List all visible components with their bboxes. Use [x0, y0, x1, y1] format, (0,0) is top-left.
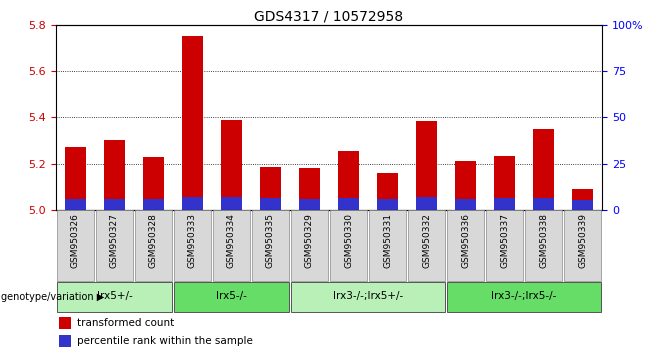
Text: lrx5+/-: lrx5+/- — [97, 291, 132, 301]
Text: GSM950334: GSM950334 — [227, 213, 236, 268]
Text: GSM950339: GSM950339 — [578, 213, 587, 268]
Bar — [64, 147, 86, 210]
Bar — [338, 151, 359, 210]
Bar — [59, 317, 71, 329]
Text: GSM950326: GSM950326 — [71, 213, 80, 268]
Text: GSM950336: GSM950336 — [461, 213, 470, 268]
Bar — [486, 210, 523, 281]
Bar — [455, 161, 476, 210]
Bar — [104, 199, 125, 210]
Bar — [494, 198, 515, 210]
Text: GSM950329: GSM950329 — [305, 213, 314, 268]
Text: lrx5-/-: lrx5-/- — [216, 291, 247, 301]
Bar — [182, 197, 203, 210]
Bar — [447, 210, 484, 281]
Bar — [213, 210, 250, 281]
Bar — [174, 210, 211, 281]
Bar — [572, 200, 594, 210]
Bar — [182, 36, 203, 210]
Bar — [104, 141, 125, 210]
Text: GSM950338: GSM950338 — [539, 213, 548, 268]
Bar — [416, 197, 438, 210]
Text: lrx3-/-;lrx5-/-: lrx3-/-;lrx5-/- — [492, 291, 557, 301]
Bar — [338, 198, 359, 210]
Bar — [533, 129, 554, 210]
Bar — [408, 210, 445, 281]
Bar — [57, 210, 94, 281]
Bar — [220, 197, 242, 210]
Bar — [174, 282, 289, 312]
Bar — [220, 120, 242, 210]
Text: transformed count: transformed count — [77, 318, 174, 328]
Bar — [260, 198, 281, 210]
Text: lrx3-/-;lrx5+/-: lrx3-/-;lrx5+/- — [333, 291, 403, 301]
Bar — [291, 282, 445, 312]
Bar — [564, 210, 601, 281]
Bar — [96, 210, 133, 281]
Text: GSM950333: GSM950333 — [188, 213, 197, 268]
Bar — [260, 167, 281, 210]
Bar — [572, 189, 594, 210]
Bar — [447, 282, 601, 312]
Bar — [525, 210, 562, 281]
Bar — [57, 282, 172, 312]
Text: GSM950332: GSM950332 — [422, 213, 431, 268]
Text: GSM950337: GSM950337 — [500, 213, 509, 268]
Text: GSM950331: GSM950331 — [383, 213, 392, 268]
Text: percentile rank within the sample: percentile rank within the sample — [77, 336, 253, 346]
Text: GSM950335: GSM950335 — [266, 213, 275, 268]
Text: GSM950330: GSM950330 — [344, 213, 353, 268]
Bar — [377, 199, 398, 210]
Bar — [143, 199, 164, 210]
Bar — [299, 199, 320, 210]
Bar — [64, 199, 86, 210]
Bar — [494, 155, 515, 210]
Text: genotype/variation ▶: genotype/variation ▶ — [1, 292, 104, 302]
Bar — [330, 210, 367, 281]
Bar — [299, 168, 320, 210]
Bar — [252, 210, 289, 281]
Bar — [135, 210, 172, 281]
Text: GSM950328: GSM950328 — [149, 213, 158, 268]
Bar — [416, 121, 438, 210]
Bar — [143, 157, 164, 210]
Bar — [533, 198, 554, 210]
Bar — [369, 210, 406, 281]
Bar — [59, 335, 71, 347]
Text: GSM950327: GSM950327 — [110, 213, 119, 268]
Bar — [377, 173, 398, 210]
Bar — [291, 210, 328, 281]
Title: GDS4317 / 10572958: GDS4317 / 10572958 — [255, 10, 403, 24]
Bar — [455, 199, 476, 210]
